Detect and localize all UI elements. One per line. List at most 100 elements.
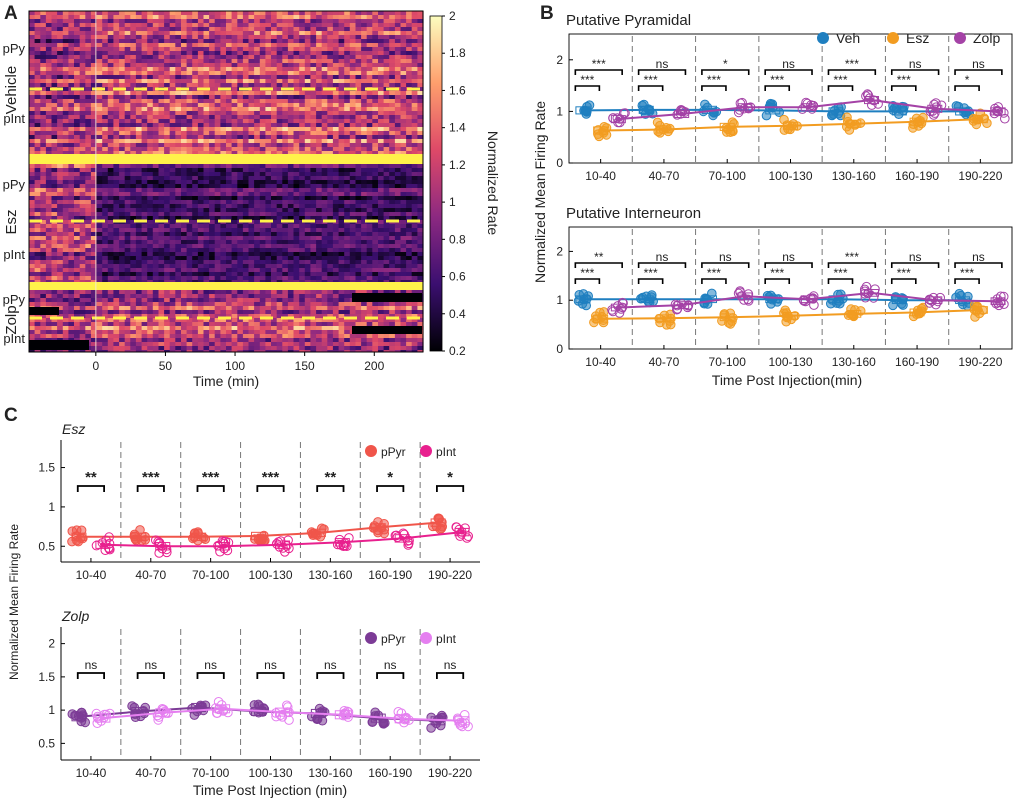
heatmap-cell xyxy=(395,256,401,260)
heatmap-cell xyxy=(305,200,311,204)
heatmap-cell xyxy=(384,252,390,256)
heatmap-cell xyxy=(288,91,294,95)
heatmap-cell xyxy=(204,139,210,143)
heatmap-cell xyxy=(249,11,255,15)
heatmap-cell xyxy=(63,244,69,248)
heatmap-cell xyxy=(378,91,384,95)
heatmap-cell xyxy=(170,23,176,27)
heatmap-cell xyxy=(119,212,125,216)
heatmap-cell xyxy=(344,256,350,260)
heatmap-cell xyxy=(164,107,170,111)
heatmap-cell xyxy=(192,123,198,127)
heatmap-cell xyxy=(294,224,300,228)
heatmap-cell xyxy=(153,232,159,236)
heatmap-cell xyxy=(63,280,69,282)
heatmap-cell xyxy=(367,27,373,31)
heatmap-cell xyxy=(305,204,311,208)
heatmap-cell xyxy=(389,75,395,79)
heatmap-cell xyxy=(63,139,69,143)
heatmap-cell xyxy=(68,164,74,168)
heatmap-cell xyxy=(254,172,260,176)
heatmap-cell xyxy=(277,127,283,131)
heatmap-cell xyxy=(356,59,362,63)
heatmap-cell xyxy=(288,252,294,256)
heatmap-cell xyxy=(310,143,316,147)
heatmap-cell xyxy=(265,119,271,123)
heatmap-cell xyxy=(294,196,300,200)
heatmap-cell xyxy=(243,188,249,192)
heatmap-cell xyxy=(372,107,378,111)
heatmap-cell xyxy=(159,79,165,83)
heatmap-cell xyxy=(175,95,181,99)
heatmap-cell xyxy=(136,256,142,260)
heatmap-cell xyxy=(226,147,232,151)
heatmap-cell xyxy=(181,298,187,302)
heatmap-cell xyxy=(164,115,170,119)
heatmap-cell xyxy=(125,75,131,79)
heatmap-cell xyxy=(265,180,271,184)
heatmap-cell xyxy=(40,27,46,31)
heatmap-cell xyxy=(327,192,333,196)
heatmap-cell xyxy=(80,240,86,244)
heatmap-cell xyxy=(130,79,136,83)
heatmap-cell xyxy=(232,244,238,248)
heatmap-cell xyxy=(401,180,407,184)
heatmap-cell xyxy=(136,43,142,47)
heatmap-cell xyxy=(204,224,210,228)
heatmap-cell xyxy=(52,79,58,83)
heatmap-cell xyxy=(395,216,401,220)
heatmap-cell xyxy=(192,47,198,51)
heatmap-cell xyxy=(389,200,395,204)
heatmap-cell xyxy=(29,59,35,63)
heatmap-cell xyxy=(102,127,108,131)
heatmap-cell xyxy=(85,115,91,119)
heatmap-cell xyxy=(175,240,181,244)
heatmap-cell xyxy=(339,196,345,200)
heatmap-cell xyxy=(35,39,41,43)
heatmap-cell xyxy=(395,272,401,276)
heatmap-cell xyxy=(226,260,232,264)
heatmap-cell xyxy=(181,23,187,27)
heatmap-cell xyxy=(29,236,35,240)
heatmap-cell xyxy=(322,172,328,176)
heatmap-cell xyxy=(288,99,294,103)
heatmap-cell xyxy=(339,228,345,232)
heatmap-cell xyxy=(401,31,407,35)
heatmap-cell xyxy=(85,135,91,139)
heatmap-cell xyxy=(119,91,125,95)
heatmap-cell xyxy=(40,51,46,55)
heatmap-cell xyxy=(378,75,384,79)
heatmap-cell xyxy=(333,192,339,196)
heatmap-cell xyxy=(142,260,148,264)
heatmap-cell xyxy=(85,103,91,107)
heatmap-cell xyxy=(187,35,193,39)
heatmap-cell xyxy=(192,119,198,123)
heatmap-cell xyxy=(260,135,266,139)
heatmap-cell xyxy=(243,248,249,252)
heatmap-cell xyxy=(136,19,142,23)
heatmap-cell xyxy=(119,123,125,127)
heatmap-cell xyxy=(249,67,255,71)
heatmap-cell xyxy=(57,151,63,154)
heatmap-cell xyxy=(294,168,300,172)
heatmap-cell xyxy=(367,83,373,87)
heatmap-cell xyxy=(108,143,114,147)
heatmap-cell xyxy=(254,51,260,55)
heatmap-cell xyxy=(333,276,339,280)
heatmap-cell xyxy=(389,232,395,236)
heatmap-cell xyxy=(108,63,114,67)
heatmap-cell xyxy=(159,176,165,180)
heatmap-cell xyxy=(136,180,142,184)
heatmap-cell xyxy=(102,276,108,280)
heatmap-cell xyxy=(170,123,176,127)
heatmap-cell xyxy=(361,232,367,236)
heatmap-cell xyxy=(85,147,91,151)
heatmap-cell xyxy=(322,232,328,236)
heatmap-cell xyxy=(57,172,63,176)
heatmap-cell xyxy=(125,310,131,314)
heatmap-cell xyxy=(204,232,210,236)
heatmap-cell xyxy=(29,51,35,55)
heatmap-cell xyxy=(271,95,277,99)
heatmap-cell xyxy=(305,143,311,147)
heatmap-cell xyxy=(350,196,356,200)
